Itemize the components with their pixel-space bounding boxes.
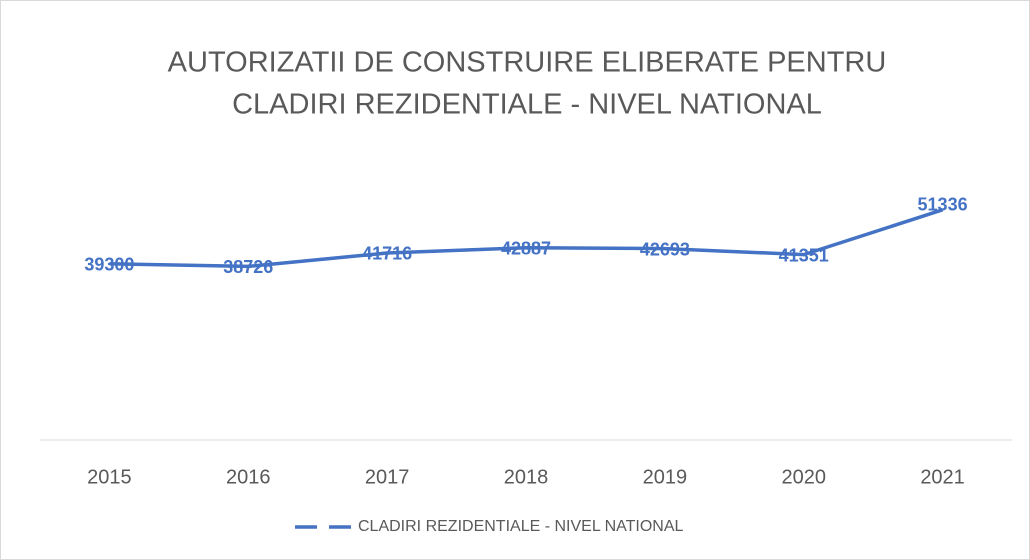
legend-label: CLADIRI REZIDENTIALE - NIVEL NATIONAL — [358, 518, 684, 535]
x-tick-label: 2018 — [504, 466, 549, 488]
x-tick-label: 2016 — [226, 466, 271, 488]
data-label: 41716 — [362, 244, 412, 264]
data-label: 42693 — [640, 239, 690, 259]
x-tick-label: 2017 — [365, 466, 410, 488]
chart-title: AUTORIZATII DE CONSTRUIRE ELIBERATE PENT… — [168, 47, 887, 79]
x-tick-label: 2015 — [87, 466, 132, 488]
x-tick-label: 2021 — [920, 466, 965, 488]
x-tick-label: 2019 — [643, 466, 688, 488]
data-label: 39300 — [84, 255, 134, 275]
data-label: 38726 — [223, 257, 273, 277]
x-tick-label: 2020 — [781, 466, 826, 488]
data-label: 41351 — [779, 245, 829, 265]
data-label: 42887 — [501, 238, 551, 258]
chart-title: CLADIRI REZIDENTIALE - NIVEL NATIONAL — [232, 89, 822, 121]
line — [109, 208, 944, 269]
data-label: 51336 — [918, 195, 968, 215]
